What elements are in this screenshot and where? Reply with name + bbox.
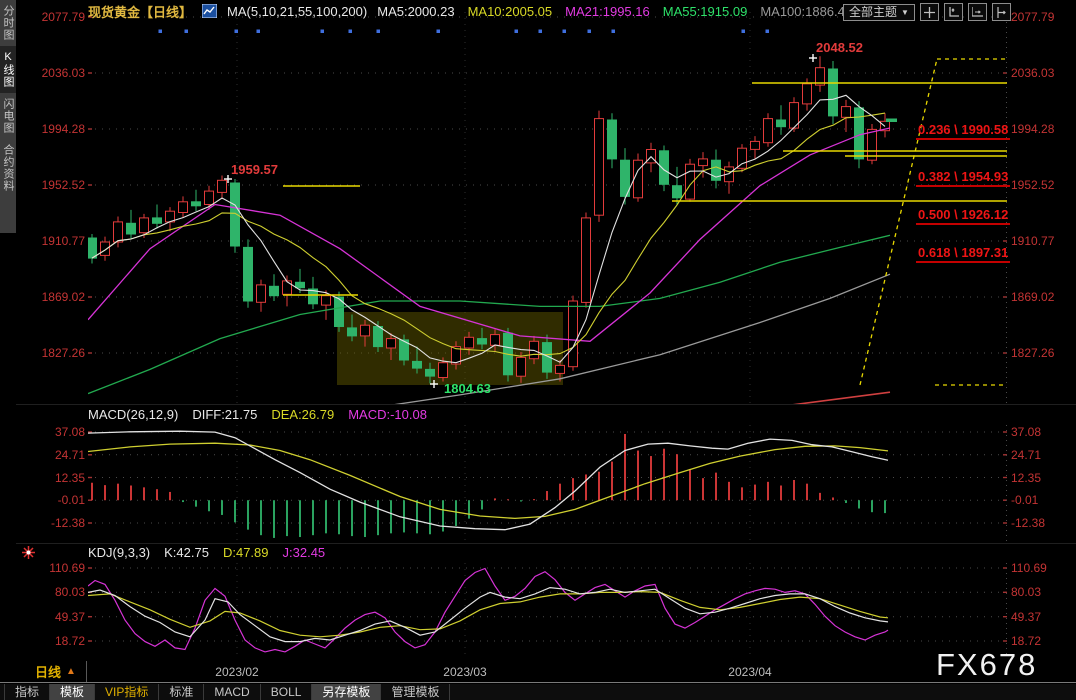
ma-legend-item: MA21:1995.16 xyxy=(565,3,650,19)
x-axis-month-label: 2023/04 xyxy=(728,665,772,679)
main-axis-label-right: 1827.26 xyxy=(1011,346,1055,360)
bottom-divider xyxy=(0,682,1076,683)
price-annotation: 1959.57 xyxy=(231,162,278,177)
macd-axis-label-right: 12.35 xyxy=(1011,470,1042,485)
x-axis-bar: 日线 ▲ 2023/02 2023/03 2023/04 xyxy=(0,661,1076,682)
watermark-logo: FX678 xyxy=(936,647,1038,682)
main-axis-label-left: 1869.02 xyxy=(41,289,85,304)
indicator-value-label: KDJ(9,3,3) xyxy=(88,544,151,560)
indicator-value-label: DIFF:21.75 xyxy=(192,406,258,422)
bottom-tab-5[interactable]: MACD xyxy=(204,684,261,700)
pan-right-icon[interactable] xyxy=(991,3,1011,21)
main-axis-label-right: 1994.28 xyxy=(1011,122,1055,136)
fit-vertical-axis-icon[interactable] xyxy=(943,3,963,21)
bottom-tab-1[interactable]: 指标 xyxy=(4,684,51,700)
kdj-panel-chart[interactable] xyxy=(88,563,1007,658)
main-axis-label-left: 1952.52 xyxy=(41,178,85,192)
bottom-tab-2[interactable]: 模板 xyxy=(50,684,96,700)
macd-axis-label-left: 24.71 xyxy=(54,447,85,462)
fib-level-label: 0.236 \ 1990.58 xyxy=(916,122,1011,140)
candlestick-chart-icon xyxy=(201,3,218,19)
indicator-value-label: D:47.89 xyxy=(222,544,269,560)
price-annotation: 2048.52 xyxy=(816,40,863,55)
main-axis-label-left: 2036.03 xyxy=(41,66,85,80)
macd-axis-label-left: -12.38 xyxy=(50,516,85,530)
kdj-axis-label-right: 110.69 xyxy=(1011,561,1047,575)
sidebar-tab-3[interactable]: 闪电图 xyxy=(2,98,14,134)
kdj-axis-label-right: 18.72 xyxy=(1011,634,1042,648)
ma-legend-item: MA100:1886.49 xyxy=(760,3,853,19)
indicator-value-label: MACD(26,12,9) xyxy=(88,406,179,422)
chart-toolbar: 全部主题 ▼ xyxy=(843,3,1011,21)
macd-header: MACD(26,12,9) DIFF:21.75 DEA:26.79 MACD:-10… xyxy=(88,406,427,422)
ma-legend-item: MA55:1915.09 xyxy=(662,3,748,19)
indicator-value-label: K:42.75 xyxy=(164,544,209,560)
panel-divider xyxy=(16,543,1076,544)
macd-panel-chart[interactable] xyxy=(88,425,1007,545)
main-axis-label-right: 2036.03 xyxy=(1011,66,1055,80)
macd-axis-label-right: 24.71 xyxy=(1011,447,1042,462)
indicator-value-label: MACD:-10.08 xyxy=(348,406,427,422)
macd-axis-label-right: -12.38 xyxy=(1011,516,1046,530)
macd-axis-label-right: 37.08 xyxy=(1011,425,1042,439)
main-axis-label-left: 1994.28 xyxy=(41,122,85,136)
caret-down-icon: ▼ xyxy=(901,7,909,17)
bottom-tab-6[interactable]: BOLL xyxy=(261,684,313,700)
left-sidebar: 分时图 K线图闪电图合约资料 xyxy=(0,0,16,233)
triangle-up-icon: ▲ xyxy=(66,666,76,677)
main-axis-label-right: 1910.77 xyxy=(1011,234,1055,248)
bottom-tab-7[interactable]: 另存模板 xyxy=(312,684,382,700)
theme-dropdown-label: 全部主题 xyxy=(849,4,898,19)
indicator-value-label: DEA:26.79 xyxy=(271,406,335,422)
price-annotation: 1804.63 xyxy=(444,381,491,396)
indicator-value-label: J:32.45 xyxy=(282,544,326,560)
sidebar-tab-2[interactable]: K线图 xyxy=(0,46,16,93)
macd-axis-label-left: -0.01 xyxy=(57,493,85,508)
fib-level-label: 0.382 \ 1954.93 xyxy=(916,169,1011,187)
main-price-chart[interactable] xyxy=(88,12,1007,404)
indicator-settings-icon[interactable] xyxy=(21,545,36,560)
period-selector[interactable]: 日线 ▲ xyxy=(16,661,87,682)
fit-horizontal-axis-icon[interactable] xyxy=(967,3,987,21)
bottom-tab-8[interactable]: 管理模板 xyxy=(381,684,451,700)
ma-legend-item: MA5:2000.23 xyxy=(377,3,455,19)
ma-legend-item: MA10:2005.05 xyxy=(467,3,553,19)
macd-axis-label-left: 12.35 xyxy=(54,470,85,485)
ma-legend: MA5:2000.23 MA10:2005.05 MA21:1995.16 MA55:… xyxy=(377,4,906,19)
main-axis-label-left: 2077.79 xyxy=(41,10,85,24)
theme-dropdown-button[interactable]: 全部主题 ▼ xyxy=(843,3,915,21)
macd-axis-label-right: -0.01 xyxy=(1011,493,1039,508)
sidebar-tab-4[interactable]: 合约资料 xyxy=(2,144,14,192)
chart-title-bar: 现货黄金【日线】 MA(5,10,21,55,100,200) MA5:2000… xyxy=(88,0,906,22)
kdj-axis-label-right: 49.37 xyxy=(1011,609,1042,624)
sidebar-tab-1[interactable]: 分时图 xyxy=(2,5,14,41)
macd-axis-label-left: 37.08 xyxy=(54,425,85,439)
kdj-axis-label-left: 110.69 xyxy=(49,561,85,575)
x-axis-month-label: 2023/03 xyxy=(443,665,487,679)
kdj-header: KDJ(9,3,3) K:42.75 D:47.89 J:32.45 xyxy=(88,544,325,560)
fib-level-label: 0.500 \ 1926.12 xyxy=(916,207,1011,225)
main-axis-label-right: 2077.79 xyxy=(1011,10,1055,24)
main-axis-label-right: 1869.02 xyxy=(1011,289,1055,304)
bottom-tab-4[interactable]: 标准 xyxy=(159,684,205,700)
kdj-axis-label-left: 80.03 xyxy=(54,585,85,600)
panel-divider xyxy=(16,404,1076,405)
kdj-axis-label-left: 18.72 xyxy=(54,634,85,648)
main-axis-label-right: 1952.52 xyxy=(1011,178,1055,192)
kdj-axis-label-right: 80.03 xyxy=(1011,585,1042,600)
kdj-axis-label-left: 49.37 xyxy=(54,609,85,624)
symbol-title: 现货黄金【日线】 xyxy=(88,4,193,20)
crosshair-icon[interactable] xyxy=(919,3,939,21)
x-axis-month-label: 2023/02 xyxy=(215,665,259,679)
fib-level-label: 0.618 \ 1897.31 xyxy=(916,245,1011,263)
ma-config-label: MA(5,10,21,55,100,200) xyxy=(227,3,368,19)
bottom-tab-bar: 指标 模板 VIP指标 标准 MACD BOLL 另存模板 管理模板 xyxy=(0,684,1076,700)
main-axis-label-left: 1910.77 xyxy=(41,234,85,248)
bottom-tab-3[interactable]: VIP指标 xyxy=(95,684,160,700)
main-axis-label-left: 1827.26 xyxy=(41,346,85,360)
period-label: 日线 xyxy=(35,665,62,680)
